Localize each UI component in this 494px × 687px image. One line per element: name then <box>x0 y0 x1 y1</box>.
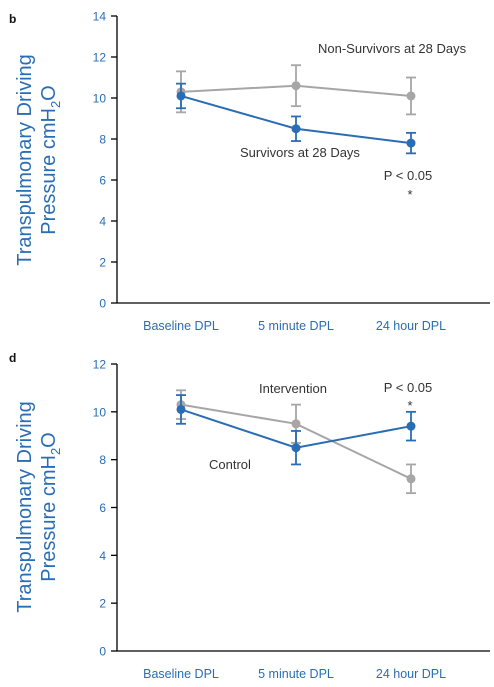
y-tick-label: 12 <box>93 51 107 65</box>
y-axis-label-subscript: 2 <box>48 101 63 108</box>
series-label: Control <box>209 457 251 472</box>
p-value-label: P < 0.05 <box>384 168 433 183</box>
data-point <box>406 91 416 101</box>
y-tick-label: 4 <box>99 549 106 563</box>
x-tick-label: 5 minute DPL <box>258 319 334 333</box>
data-point <box>406 421 416 431</box>
y-tick-label: 2 <box>99 256 106 270</box>
panel-letter: b <box>9 12 16 26</box>
x-tick-label: 5 minute DPL <box>258 667 334 681</box>
y-tick-label: 0 <box>99 645 106 659</box>
y-tick-label: 14 <box>93 10 107 24</box>
y-tick-label: 0 <box>99 297 106 311</box>
data-point <box>291 124 301 134</box>
series-1 <box>176 394 416 466</box>
y-tick-label: 8 <box>99 453 106 467</box>
y-axis-label-text: Pressure cmH <box>38 108 60 235</box>
series-1 <box>176 82 416 155</box>
y-axis-label-suffix: O <box>38 432 60 448</box>
p-value-label: P < 0.05 <box>384 380 433 395</box>
chart-panel-b: b 0 2 4 6 8 10 12 14 Baseline DPL 5 minute DPL 24 h… <box>9 10 490 333</box>
chart-panel-d: d 0 2 4 6 8 10 12 Baseline DPL 5 minute DPL 24 hou… <box>9 351 490 681</box>
series-label: Survivors at 28 Days <box>240 145 360 160</box>
data-point <box>291 81 301 91</box>
y-axis-label-line2: Pressure cmH2O <box>38 85 63 235</box>
y-tick-label: 10 <box>93 92 107 106</box>
data-point <box>406 138 416 148</box>
y-tick-label: 6 <box>99 501 106 515</box>
data-point <box>291 419 301 429</box>
series-label: Intervention <box>259 381 327 396</box>
series-0 <box>176 64 416 116</box>
series-label: Non-Survivors at 28 Days <box>318 41 467 56</box>
y-axis-label-line1: Transpulmonary Driving <box>14 54 36 266</box>
y-axis-label-subscript: 2 <box>48 448 63 455</box>
y-tick-label: 10 <box>93 405 107 419</box>
y-axis-label-line2: Pressure cmH2O <box>38 432 63 582</box>
data-point <box>176 404 186 414</box>
significance-asterisk: * <box>407 398 412 413</box>
data-point <box>176 91 186 101</box>
y-axis-label-suffix: O <box>38 85 60 101</box>
y-tick-label: 4 <box>99 215 106 229</box>
y-axis-label-line1: Transpulmonary Driving <box>14 401 36 613</box>
x-tick-label: Baseline DPL <box>143 319 219 333</box>
x-tick-label: Baseline DPL <box>143 667 219 681</box>
significance-asterisk: * <box>407 187 412 202</box>
x-tick-label: 24 hour DPL <box>376 319 446 333</box>
y-tick-label: 8 <box>99 133 106 147</box>
y-tick-label: 12 <box>93 358 107 372</box>
data-point <box>406 474 416 484</box>
data-point <box>291 443 301 453</box>
y-tick-label: 6 <box>99 174 106 188</box>
panel-letter: d <box>9 351 16 365</box>
y-axis-label-text: Pressure cmH <box>38 455 60 582</box>
y-tick-label: 2 <box>99 597 106 611</box>
x-tick-label: 24 hour DPL <box>376 667 446 681</box>
